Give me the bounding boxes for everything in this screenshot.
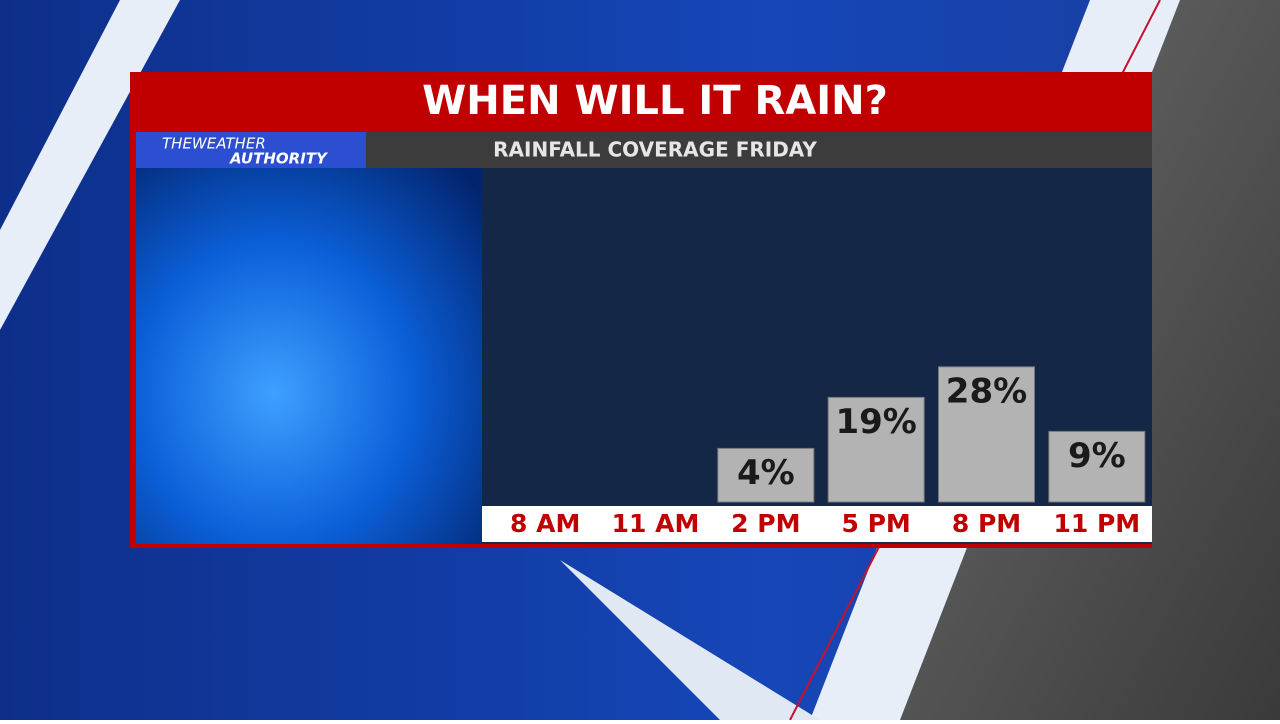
bar [1048,430,1146,503]
chart-title: WHEN WILL IT RAIN? [422,78,888,124]
rain-image [136,168,482,544]
x-tick-label: 2 PM [731,509,800,538]
logo-box [136,132,366,168]
x-tick-label: 5 PM [842,509,911,538]
chart-subtitle: RAINFALL COVERAGE FRIDAY [493,138,817,162]
value-label: 4% [737,453,795,493]
x-tick-label: 8 PM [952,509,1021,538]
plot-area [482,168,1152,506]
x-tick-label: 8 AM [510,509,580,538]
bar [717,447,815,503]
x-tick-label: 11 AM [612,509,700,538]
logo-text: THEWEATHER [162,135,266,153]
subtitle-bar [366,132,1152,168]
value-label: 19% [835,402,916,442]
x-label-strip [482,506,1152,542]
bar [827,396,925,503]
value-label: 9% [1068,436,1126,476]
diagonal-stripe [560,560,820,720]
value-label: 28% [946,371,1027,411]
logo-text: AUTHORITY [229,150,329,168]
x-tick-label: 11 PM [1053,509,1140,538]
bar [938,366,1035,503]
